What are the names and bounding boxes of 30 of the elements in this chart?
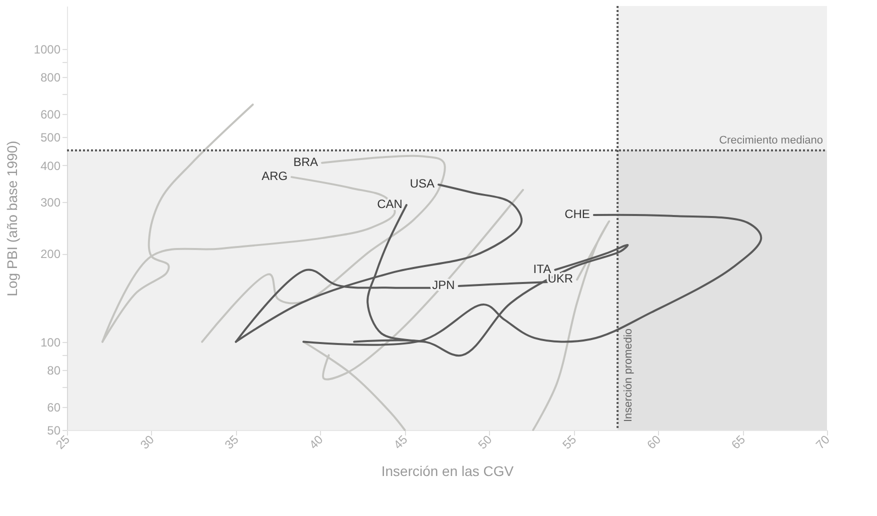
x-tick-label: 70 (813, 432, 833, 452)
y-tick-label: 1000 (34, 42, 61, 56)
y-tick-label: 80 (47, 364, 61, 378)
series-label: JPN (432, 278, 455, 292)
x-tick-label: 60 (644, 432, 664, 452)
y-tick-label: 600 (40, 107, 61, 122)
y-tick-label: 400 (40, 158, 61, 173)
ref-line-label: Inserción promedio (622, 328, 635, 422)
y-tick-label: 300 (40, 196, 61, 210)
x-tick-label: 45 (390, 432, 410, 452)
x-tick-label: 30 (138, 432, 158, 452)
y-tick-label: 100 (40, 335, 61, 350)
series-label: ARG (262, 169, 288, 184)
series-label: CAN (377, 197, 402, 212)
y-tick-label: 50 (47, 424, 61, 438)
x-tick-label: 65 (728, 432, 748, 452)
series-label: BRA (293, 154, 318, 169)
x-tick-label: 35 (222, 432, 242, 452)
x-axis-title: Inserción en las CGV (381, 463, 514, 480)
series-label: CHE (564, 206, 590, 221)
x-tick-label: 55 (560, 432, 580, 452)
x-tick-label: 40 (306, 432, 326, 452)
x-tick-label: 50 (475, 432, 495, 452)
y-axis-title: Log PBI (año base 1990) (4, 140, 20, 296)
y-tick-label: 500 (40, 130, 61, 145)
series-label: USA (410, 176, 435, 191)
y-tick-label: 60 (47, 400, 61, 414)
ref-line-label: Crecimiento mediano (719, 134, 823, 146)
y-tick-label: 800 (40, 70, 61, 85)
y-tick-label: 200 (40, 247, 61, 262)
